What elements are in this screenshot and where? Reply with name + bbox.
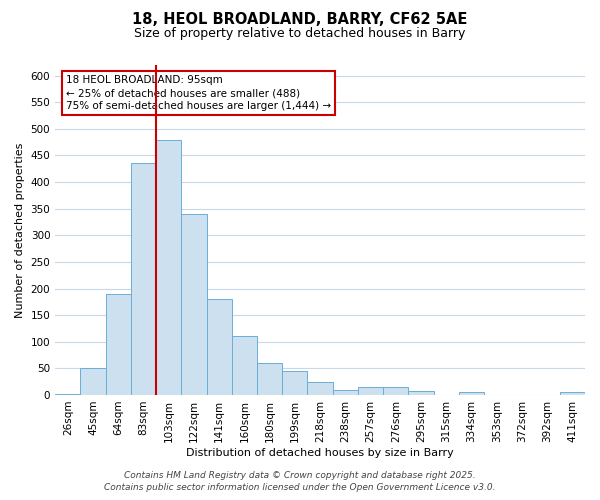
Bar bbox=[383, 387, 409, 395]
Bar bbox=[560, 392, 585, 395]
Bar bbox=[206, 299, 232, 395]
Bar bbox=[181, 214, 206, 395]
Bar bbox=[232, 336, 257, 395]
Text: 18, HEOL BROADLAND, BARRY, CF62 5AE: 18, HEOL BROADLAND, BARRY, CF62 5AE bbox=[133, 12, 467, 28]
Bar bbox=[358, 387, 383, 395]
Bar bbox=[80, 368, 106, 395]
Bar bbox=[282, 371, 307, 395]
Bar bbox=[409, 390, 434, 395]
Y-axis label: Number of detached properties: Number of detached properties bbox=[15, 142, 25, 318]
Bar bbox=[459, 392, 484, 395]
Text: 18 HEOL BROADLAND: 95sqm
← 25% of detached houses are smaller (488)
75% of semi-: 18 HEOL BROADLAND: 95sqm ← 25% of detach… bbox=[66, 75, 331, 112]
Text: Contains HM Land Registry data © Crown copyright and database right 2025.
Contai: Contains HM Land Registry data © Crown c… bbox=[104, 471, 496, 492]
Bar bbox=[55, 394, 80, 395]
Bar bbox=[131, 164, 156, 395]
Bar bbox=[307, 382, 332, 395]
X-axis label: Distribution of detached houses by size in Barry: Distribution of detached houses by size … bbox=[186, 448, 454, 458]
Bar bbox=[332, 390, 358, 395]
Bar bbox=[106, 294, 131, 395]
Bar bbox=[156, 140, 181, 395]
Text: Size of property relative to detached houses in Barry: Size of property relative to detached ho… bbox=[134, 28, 466, 40]
Bar bbox=[257, 363, 282, 395]
